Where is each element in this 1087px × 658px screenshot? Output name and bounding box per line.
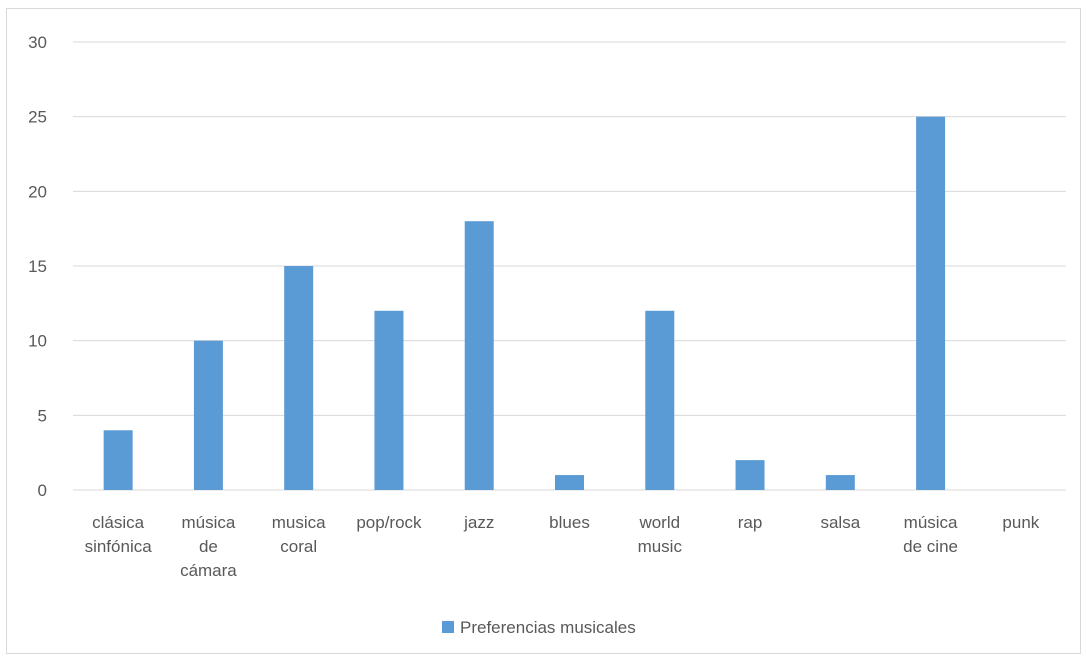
y-tick-label: 0 [38,481,47,500]
bar [193,340,223,490]
bar [464,221,494,490]
bar [555,475,584,490]
x-tick-label: pop/rock [356,513,422,532]
bar [645,310,675,490]
bar [284,266,314,490]
y-tick-label: 10 [28,332,47,351]
y-axis-tick-labels: 0 5 10 15 20 25 30 [28,33,47,500]
bar-chart: 0 5 10 15 20 25 30 clásica sinfónica música de cám… [28,33,1066,637]
bar [735,460,765,490]
x-tick-label: blues [549,513,590,532]
bar [374,310,404,490]
x-tick-label: punk [1002,513,1039,532]
y-tick-label: 30 [28,33,47,52]
bar [916,116,946,491]
y-tick-label: 5 [38,406,47,425]
legend: Preferencias musicales [442,618,636,637]
y-tick-label: 20 [28,182,47,201]
x-tick-label: música de cine [903,513,958,556]
bar [103,430,133,490]
x-tick-label: world music [638,513,683,556]
legend-swatch [442,621,454,633]
x-tick-label: musica coral [272,513,326,556]
x-tick-label: música de cámara [180,513,237,580]
x-tick-label: jazz [463,513,494,532]
x-tick-label: rap [738,513,763,532]
x-axis-category-labels: clásica sinfónica música de cámara musica cora… [85,513,1040,580]
legend-label: Preferencias musicales [460,618,636,637]
y-tick-label: 15 [28,257,47,276]
x-tick-label: clásica sinfónica [85,513,153,556]
bars [103,116,946,491]
bar [825,475,855,490]
chart-frame: 0 5 10 15 20 25 30 clásica sinfónica música de cám… [6,8,1081,654]
y-tick-label: 25 [28,108,47,127]
x-tick-label: salsa [820,513,860,532]
gridlines [73,41,1066,491]
